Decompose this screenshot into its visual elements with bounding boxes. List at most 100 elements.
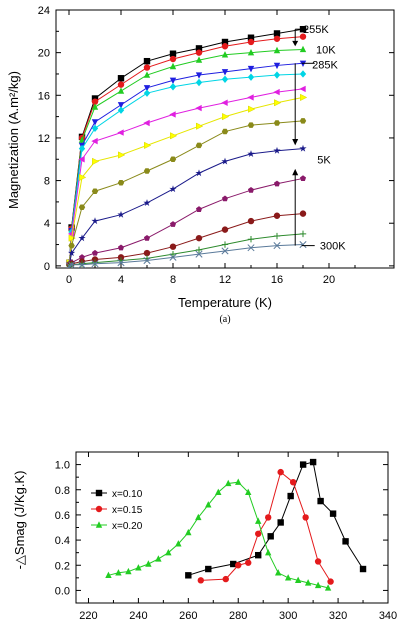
x-tick-label-a: 20 [323, 274, 335, 286]
data-point [255, 530, 262, 537]
data-point [300, 93, 308, 102]
caption-a: (a) [219, 314, 230, 325]
x-tick-label-b: 260 [179, 610, 197, 622]
data-point [221, 43, 229, 50]
y-tick-label-a: 16 [38, 90, 50, 102]
data-point [273, 71, 281, 79]
legend-item: x=0.15 [91, 505, 143, 516]
data-point [195, 513, 202, 521]
data-point [143, 234, 151, 241]
data-point [299, 33, 307, 40]
data-point [117, 129, 124, 136]
data-point [255, 551, 262, 559]
data-point [91, 119, 99, 126]
data-point [267, 533, 274, 540]
data-point [143, 89, 151, 97]
data-point [221, 75, 229, 83]
data-point [273, 180, 281, 187]
x-tick-label-b: 220 [79, 610, 97, 622]
series-305K [66, 210, 307, 268]
data-point [117, 179, 125, 186]
data-point [165, 548, 172, 556]
data-point [117, 259, 125, 267]
data-point [299, 45, 307, 53]
data-point [205, 501, 212, 508]
data-point [299, 70, 307, 78]
data-point [247, 236, 255, 243]
data-point [195, 206, 203, 212]
magnetization-chart: 0 4 8 12 16 20 0 4 8 12 16 20 24 255K 10K 285K 5K 300K T… [6, 5, 395, 325]
data-point [273, 30, 281, 37]
y-tick-label-b: 1.0 [55, 460, 70, 472]
data-point [169, 250, 177, 258]
data-point [235, 562, 242, 569]
data-point [117, 210, 125, 218]
data-point [169, 62, 177, 70]
data-point [324, 584, 332, 591]
data-point [169, 111, 176, 118]
data-point [91, 260, 99, 268]
data-point [274, 99, 282, 107]
data-point [92, 157, 100, 165]
data-point [273, 35, 281, 42]
data-point [247, 150, 255, 157]
data-point [169, 185, 177, 193]
data-point [299, 144, 307, 152]
data-point [68, 261, 76, 268]
data-point [273, 46, 281, 54]
data-point [221, 51, 229, 58]
data-point [299, 85, 306, 93]
x-tick-label-a: 12 [219, 274, 231, 286]
data-point [78, 261, 86, 268]
data-point [78, 136, 86, 143]
annotation-255k: 255K [303, 24, 329, 36]
x-tick-label-a: 0 [66, 274, 72, 286]
legend-marker [95, 521, 103, 528]
x-tick-label-a: 8 [170, 274, 176, 286]
annotation-5k: 5K [317, 154, 331, 166]
data-point [225, 479, 232, 487]
series-x-0.20 [105, 478, 332, 591]
data-point [273, 88, 280, 96]
data-point [143, 168, 151, 174]
data-point [247, 122, 255, 128]
x-axis-title-a: Temperature (K) [178, 295, 272, 310]
data-point [195, 56, 203, 63]
series-295K [65, 144, 307, 267]
data-point [155, 555, 162, 562]
x-tick-label-b: 320 [329, 610, 347, 622]
data-point [273, 120, 281, 126]
y-axis-title-b: -△Smag (J/Kg.K) [12, 471, 27, 570]
data-point [135, 564, 142, 571]
data-point [144, 141, 152, 150]
data-point [91, 103, 99, 110]
data-point [105, 571, 112, 579]
data-point [327, 578, 334, 585]
data-point [143, 71, 151, 78]
series-line [69, 120, 304, 264]
data-point [221, 128, 229, 135]
data-point [175, 540, 182, 547]
y-tick-label-a: 20 [38, 48, 50, 60]
x-tick-label-a: 4 [118, 274, 124, 286]
series-285K [66, 93, 308, 267]
data-point [245, 488, 252, 495]
data-point [169, 77, 177, 85]
data-point [247, 94, 254, 101]
series-group-a [65, 25, 308, 268]
data-point [117, 75, 125, 82]
data-point [195, 234, 203, 242]
data-point [91, 259, 99, 266]
data-point [78, 234, 86, 242]
data-point [145, 560, 152, 567]
annotation-300k: 300K [320, 241, 346, 253]
series-line [69, 96, 304, 263]
series-line [69, 48, 304, 263]
series-line [69, 73, 304, 263]
series-310K [66, 230, 307, 268]
data-point [195, 78, 203, 87]
data-point [359, 565, 367, 573]
data-point [273, 62, 281, 70]
data-point [329, 510, 337, 517]
data-point [277, 519, 284, 526]
